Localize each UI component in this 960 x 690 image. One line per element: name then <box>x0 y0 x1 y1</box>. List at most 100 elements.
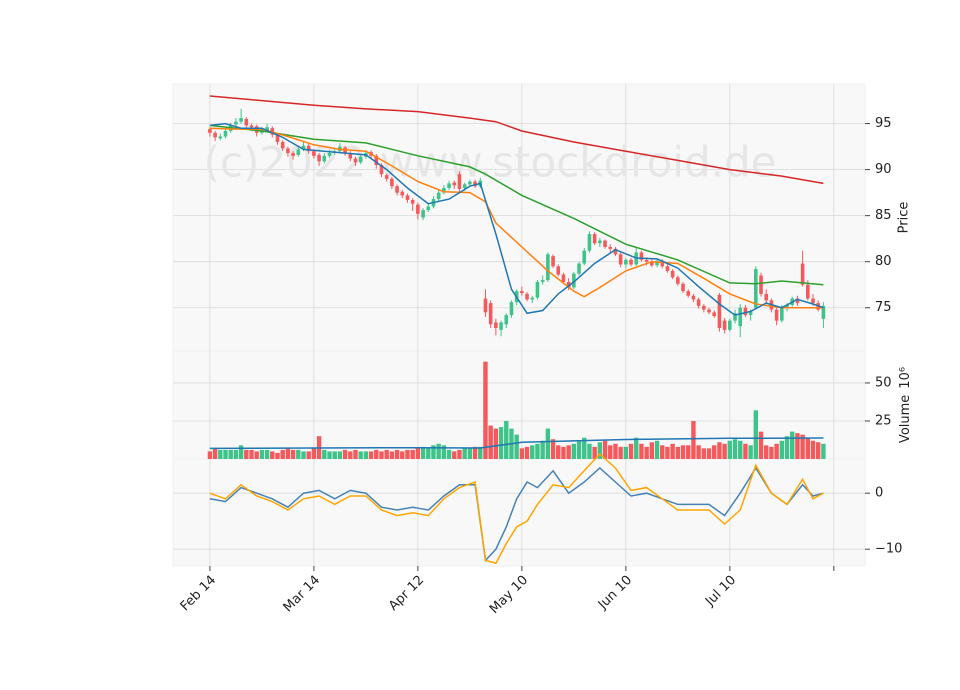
candle-body <box>717 294 722 328</box>
volume-bar <box>405 449 410 459</box>
volume-bar <box>597 442 603 459</box>
line-series <box>209 124 824 286</box>
candle-body <box>452 182 457 186</box>
volume-bar <box>821 443 826 459</box>
candle-body <box>421 210 425 218</box>
volume-bar <box>379 451 384 459</box>
volume-bar <box>374 449 379 459</box>
candle-body <box>410 200 415 204</box>
candle-body <box>665 266 670 271</box>
volume-bar <box>452 451 457 459</box>
volume-bar <box>207 451 213 459</box>
y-tick-label: 25 <box>875 413 892 428</box>
candle-body <box>473 181 477 187</box>
candle-body <box>223 130 228 137</box>
candle-body <box>587 234 592 251</box>
volume-bar <box>275 452 280 459</box>
volume-bar <box>228 449 233 459</box>
candle-body <box>374 155 379 166</box>
volume-bar <box>223 449 228 459</box>
volume-bar <box>712 445 717 459</box>
volume-bar <box>628 443 634 459</box>
volume-bar <box>290 449 296 459</box>
candle-body <box>296 149 301 155</box>
volume-bar <box>680 445 686 459</box>
volume-bar <box>623 446 629 459</box>
candle-body <box>572 273 576 288</box>
candle-body <box>759 275 763 294</box>
volume-bar <box>722 443 727 459</box>
volume-bar <box>389 451 395 459</box>
candle-body <box>540 280 545 282</box>
candle-body <box>442 188 446 193</box>
volume-bar <box>524 446 530 459</box>
volume-bar <box>675 446 681 459</box>
candle-body <box>509 302 514 316</box>
y-tick-label: 80 <box>875 254 892 269</box>
y-tick-label: 85 <box>875 208 892 223</box>
candle-body <box>743 307 748 316</box>
volume-bar <box>764 445 769 459</box>
candle-body <box>504 315 509 325</box>
y-tick-label: 0 <box>875 486 883 501</box>
volume-bar <box>706 448 712 459</box>
candle-body <box>577 263 581 274</box>
candle-body <box>707 309 711 313</box>
volume-bar <box>462 448 467 459</box>
volume-bar <box>363 451 369 459</box>
candle-body <box>670 270 675 278</box>
volume-bar <box>654 440 660 459</box>
line-series <box>209 452 824 565</box>
volume-bar <box>660 445 665 459</box>
volume-bar <box>790 431 795 459</box>
candle-body <box>754 269 758 308</box>
candle-body <box>582 250 587 264</box>
volume-bar <box>795 433 800 459</box>
volume-bar <box>810 440 816 459</box>
volume-bar <box>285 448 291 459</box>
candle-body <box>551 256 555 267</box>
line-series <box>209 466 824 563</box>
volume-bar <box>264 449 270 459</box>
volume-bar <box>665 446 670 459</box>
candle-body <box>613 248 618 255</box>
volume-bar <box>212 448 218 459</box>
candle-body <box>696 299 701 306</box>
volume-bar <box>602 440 608 459</box>
volume-bar <box>566 445 571 459</box>
candle-body <box>499 322 503 330</box>
volume-bar <box>571 443 577 459</box>
volume-bar <box>519 448 525 459</box>
candle-body <box>348 153 353 159</box>
volume-bar <box>259 449 265 459</box>
volume-bar <box>608 445 613 459</box>
x-tick-label: Mar 14 <box>281 573 324 616</box>
candle-body <box>629 259 633 265</box>
line-series <box>209 437 824 450</box>
candle-body <box>660 260 665 267</box>
candle-body <box>733 313 737 321</box>
volume-bar <box>426 448 431 459</box>
candle-body <box>821 305 826 319</box>
candle-body <box>436 192 441 200</box>
volume-bar <box>691 420 696 459</box>
volume-bar <box>784 436 790 459</box>
candle-body <box>291 153 295 156</box>
volume-bar <box>743 443 748 459</box>
volume-bar <box>332 451 337 459</box>
candle-body <box>566 281 571 288</box>
candle-body <box>811 298 815 304</box>
candle-body <box>390 178 394 187</box>
candle-body <box>301 145 306 150</box>
candle-body <box>806 284 810 299</box>
volume-bar <box>576 440 582 459</box>
volume-bar <box>758 431 764 459</box>
candle-body <box>395 186 399 193</box>
volume-bar <box>415 448 421 459</box>
volume-bar <box>649 442 655 459</box>
candle-body <box>785 304 789 308</box>
volume-bar <box>488 425 493 459</box>
volume-bar <box>337 451 343 459</box>
x-tick-label: May 10 <box>487 573 531 617</box>
volume-bar <box>358 451 363 459</box>
